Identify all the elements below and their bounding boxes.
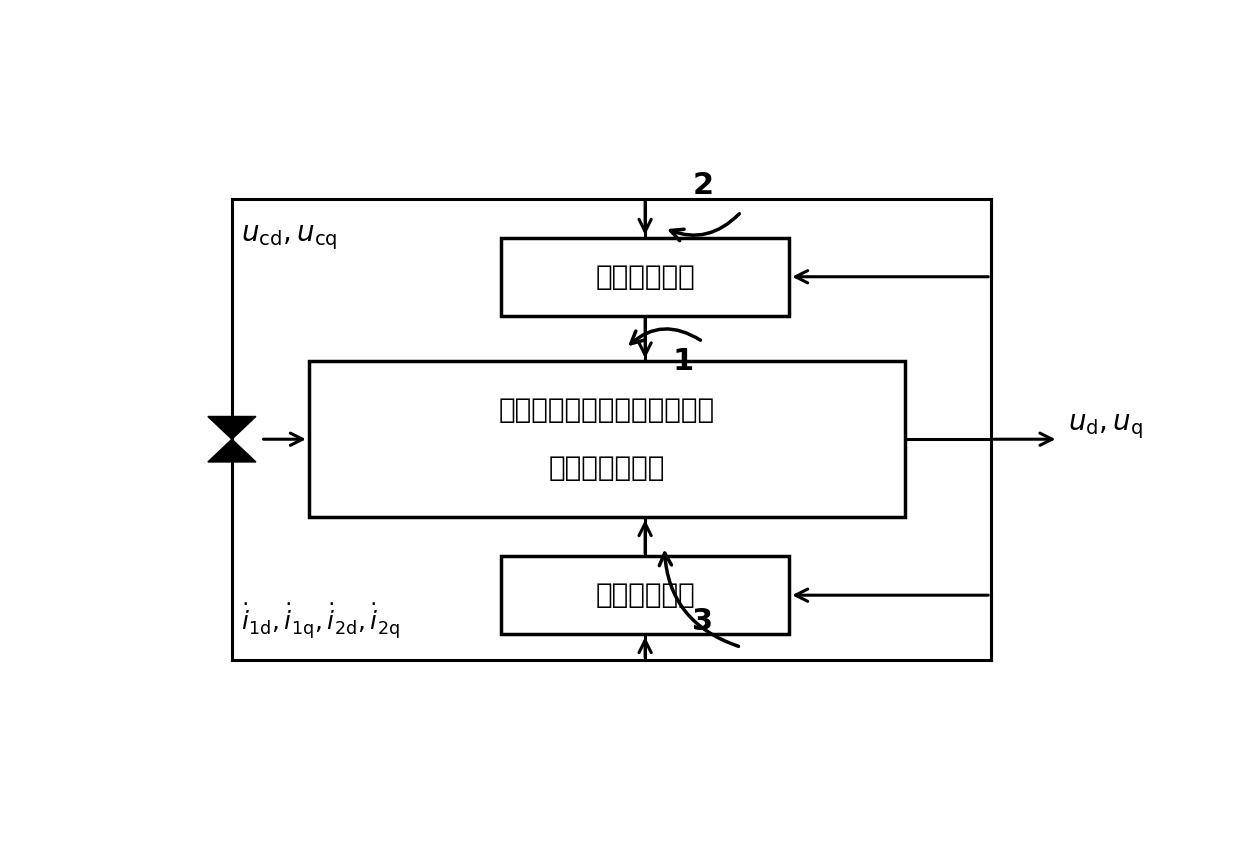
Polygon shape xyxy=(208,439,255,462)
Text: 3: 3 xyxy=(692,607,713,636)
FancyBboxPatch shape xyxy=(501,238,789,316)
Text: 2: 2 xyxy=(692,171,713,200)
Text: $\dot{\mathit{i}}_{\mathrm{1d}},\dot{\mathit{i}}_{\mathrm{1q}},\dot{\mathit{i}}_: $\dot{\mathit{i}}_{\mathrm{1d}},\dot{\ma… xyxy=(242,601,401,641)
Polygon shape xyxy=(208,416,255,439)
Text: 电流检测单元: 电流检测单元 xyxy=(595,582,694,609)
Text: 滤波反步控制器: 滤波反步控制器 xyxy=(548,454,665,483)
Text: 电网侧变流器自适应模糊命令: 电网侧变流器自适应模糊命令 xyxy=(498,396,714,424)
FancyBboxPatch shape xyxy=(309,361,905,517)
Text: $\mathit{u}_{\mathrm{d}},\mathit{u}_{\mathrm{q}}$: $\mathit{u}_{\mathrm{d}},\mathit{u}_{\ma… xyxy=(1068,412,1143,441)
Text: 电压检测单元: 电压检测单元 xyxy=(595,262,694,290)
Text: 1: 1 xyxy=(673,347,694,376)
FancyBboxPatch shape xyxy=(501,556,789,634)
Text: $\mathit{u}_{\mathrm{cd}},\mathit{u}_{\mathrm{cq}}$: $\mathit{u}_{\mathrm{cd}},\mathit{u}_{\m… xyxy=(242,224,339,252)
